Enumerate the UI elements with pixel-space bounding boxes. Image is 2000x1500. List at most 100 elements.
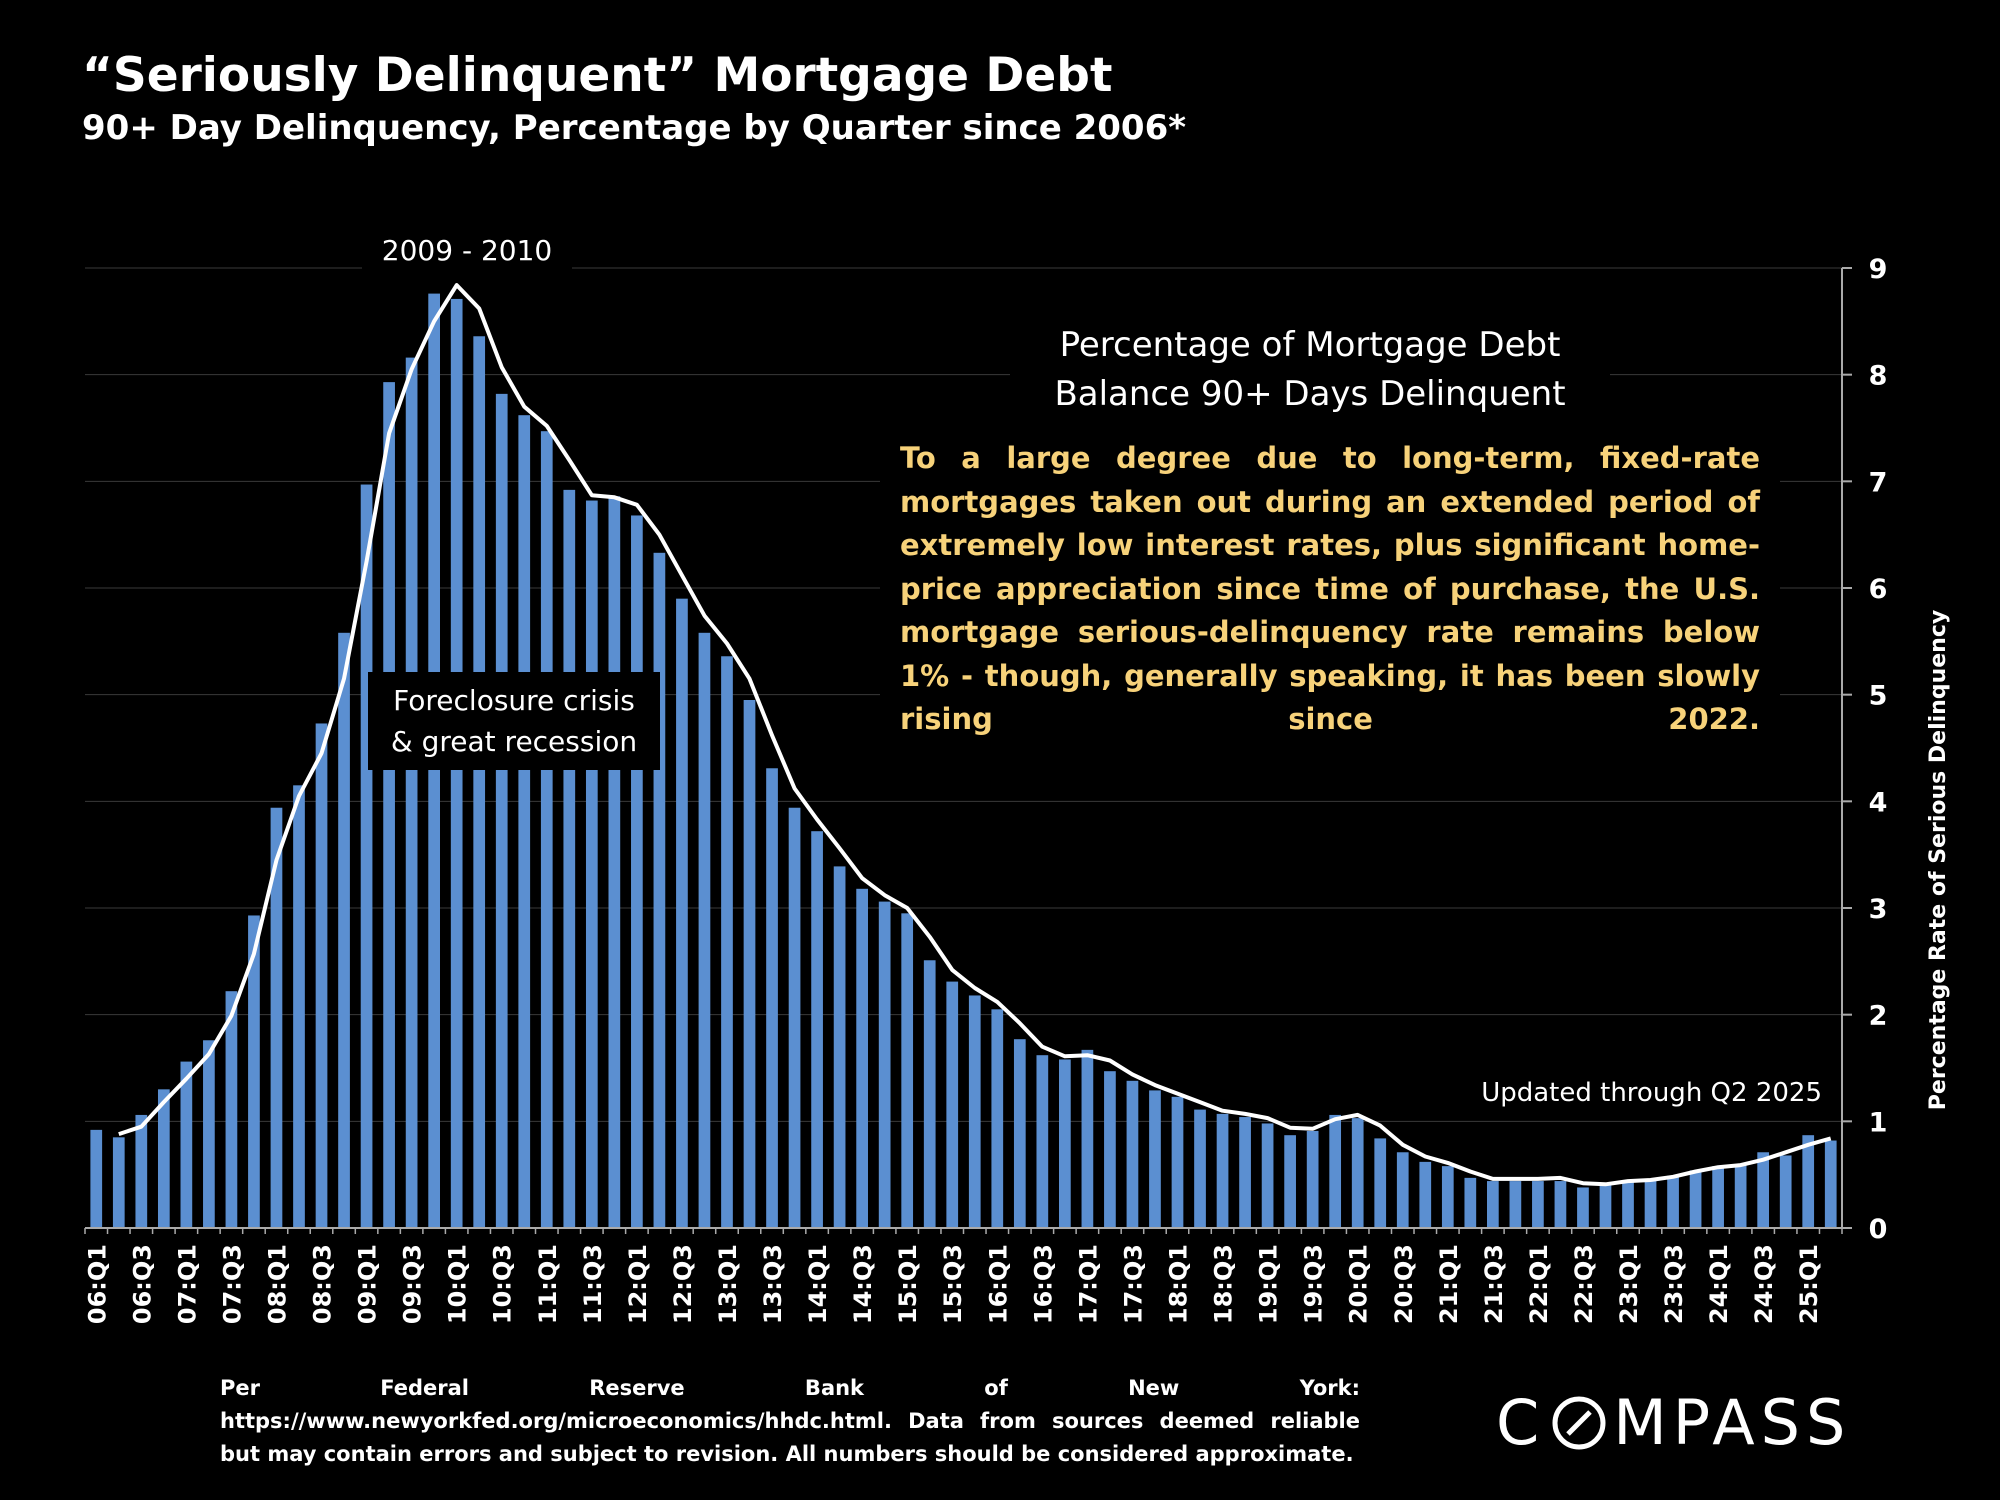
bar <box>405 357 418 1229</box>
y-tick-label: 8 <box>1869 361 1888 392</box>
bar <box>788 807 801 1228</box>
trend-line <box>118 283 1832 1187</box>
x-tick-label: 25:Q1 <box>1795 1244 1823 1324</box>
bar <box>878 901 891 1228</box>
bar <box>203 1040 215 1228</box>
bar <box>1284 1135 1296 1228</box>
bar <box>653 552 666 1228</box>
bar <box>135 1114 148 1228</box>
y-tick-label: 1 <box>1869 1107 1888 1138</box>
bar <box>1306 1130 1319 1228</box>
bar <box>1036 1055 1049 1228</box>
x-tick-label: 10:Q1 <box>444 1244 472 1324</box>
bar <box>383 382 395 1229</box>
x-tick-label: 20:Q1 <box>1345 1244 1373 1324</box>
crisis-annotation-line2: & great recession <box>390 725 638 758</box>
x-tick-label: 09:Q3 <box>399 1244 427 1324</box>
info-box-heading: Percentage of Mortgage Debt Balance 90+ … <box>1010 315 1610 425</box>
x-tick-label: 13:Q1 <box>714 1244 742 1324</box>
bar <box>1171 1096 1184 1228</box>
x-tick-label: 23:Q3 <box>1660 1244 1688 1324</box>
x-tick-label: 15:Q1 <box>894 1244 922 1324</box>
info-box-text: To a large degree due to long-term, fixe… <box>880 435 1780 752</box>
bar <box>1329 1114 1342 1228</box>
bar <box>1194 1109 1206 1228</box>
bar <box>315 723 328 1228</box>
x-tick-label: 21:Q1 <box>1435 1244 1463 1324</box>
bar <box>293 785 305 1228</box>
bar <box>1577 1187 1589 1228</box>
source-note-line2: Data from sources deemed reliable but ma… <box>220 1409 1360 1466</box>
bar <box>1802 1135 1815 1228</box>
x-tick-label: 06:Q3 <box>128 1244 156 1324</box>
x-tick-label: 16:Q3 <box>1029 1244 1057 1324</box>
bar <box>1396 1152 1409 1228</box>
bar <box>1441 1166 1454 1228</box>
bar <box>1757 1152 1770 1228</box>
x-tick-label: 22:Q3 <box>1570 1244 1598 1324</box>
bar <box>563 489 576 1228</box>
bar <box>540 431 553 1228</box>
page-subtitle: 90+ Day Delinquency, Percentage by Quart… <box>82 108 1187 148</box>
bar <box>1667 1175 1679 1228</box>
x-tick-label: 19:Q1 <box>1255 1244 1283 1324</box>
compass-o-icon <box>1552 1396 1606 1449</box>
bar <box>1059 1059 1071 1228</box>
crisis-annotation: Foreclosure crisis & great recession <box>368 672 660 770</box>
x-tick-label: 12:Q3 <box>669 1244 697 1324</box>
compass-logo: C MPASS <box>1496 1386 1851 1459</box>
y-tick-label: 4 <box>1869 787 1888 818</box>
bar <box>676 598 688 1228</box>
y-tick-label: 6 <box>1869 574 1888 605</box>
x-tick-label: 17:Q3 <box>1119 1244 1147 1324</box>
bar <box>270 807 283 1228</box>
x-tick-label: 18:Q1 <box>1164 1244 1192 1324</box>
y-tick-label: 7 <box>1869 467 1888 498</box>
x-tick-label: 17:Q1 <box>1074 1244 1102 1324</box>
y-tick-label: 0 <box>1869 1214 1888 1245</box>
logo-text-left: C <box>1496 1386 1546 1459</box>
bar <box>1554 1181 1567 1228</box>
bar <box>743 700 756 1228</box>
logo-text-right: MPASS <box>1613 1386 1852 1459</box>
bar <box>585 500 598 1228</box>
bar <box>338 632 350 1228</box>
bar <box>901 913 914 1228</box>
bar <box>225 991 238 1228</box>
bar <box>1532 1181 1544 1228</box>
bar <box>1216 1113 1229 1228</box>
bar <box>766 768 778 1228</box>
x-tick-label: 14:Q3 <box>849 1244 877 1324</box>
bar <box>495 393 508 1228</box>
bars <box>90 293 1837 1229</box>
y-axis-title: Percentage Rate of Serious Delinquency <box>1926 610 1951 1110</box>
x-tick-label: 13:Q3 <box>759 1244 787 1324</box>
bar <box>1081 1049 1094 1228</box>
info-box-heading-line2: Balance 90+ Days Delinquent <box>1054 374 1566 414</box>
bar <box>157 1089 170 1228</box>
x-tick-label: 15:Q3 <box>939 1244 967 1324</box>
bar <box>721 656 733 1228</box>
x-tick-label: 08:Q1 <box>263 1244 291 1324</box>
x-tick-label: 23:Q1 <box>1615 1244 1643 1324</box>
bar <box>1779 1155 1792 1228</box>
bar <box>1599 1184 1612 1228</box>
y-tick-label: 3 <box>1869 894 1888 925</box>
x-tick-label: 07:Q3 <box>218 1244 246 1324</box>
x-tick-label: 08:Q3 <box>309 1244 337 1324</box>
x-tick-label: 14:Q1 <box>804 1244 832 1324</box>
bar <box>1622 1182 1634 1228</box>
bar <box>856 888 868 1228</box>
bar <box>1644 1180 1657 1228</box>
bar <box>518 415 531 1228</box>
bar <box>811 831 823 1228</box>
bar <box>1734 1165 1747 1228</box>
source-note-line1: Per Federal Reserve Bank of New York: ht… <box>220 1376 1360 1433</box>
bar <box>473 336 486 1228</box>
x-tick-label: 20:Q3 <box>1390 1244 1418 1324</box>
bar <box>923 960 936 1228</box>
bar <box>608 496 621 1228</box>
bar <box>1464 1177 1477 1228</box>
x-tick-label: 11:Q3 <box>579 1244 607 1324</box>
